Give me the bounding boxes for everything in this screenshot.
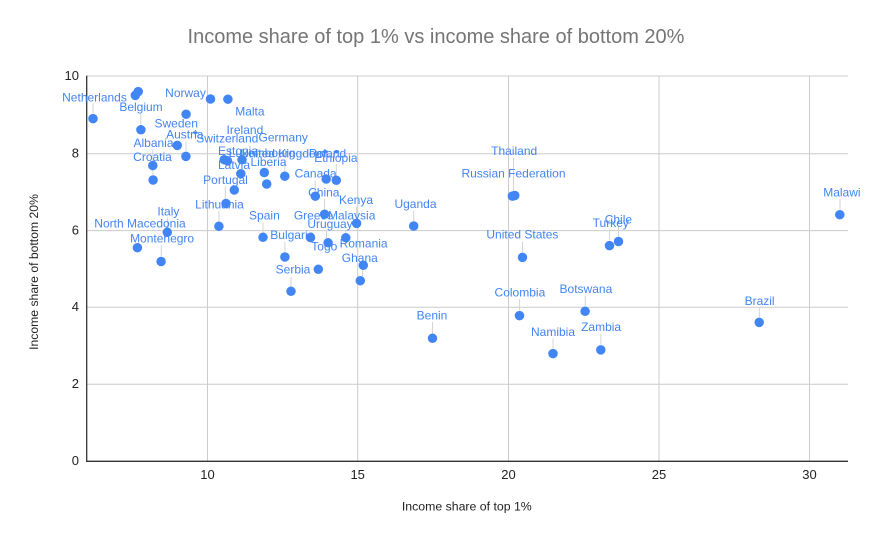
svg-text:6: 6 <box>72 223 79 238</box>
svg-text:Kenya: Kenya <box>339 193 373 207</box>
svg-text:Togo: Togo <box>311 240 337 254</box>
svg-text:Lithuania: Lithuania <box>195 197 244 211</box>
svg-text:Montenegro: Montenegro <box>130 231 194 245</box>
svg-text:Thailand: Thailand <box>491 144 537 158</box>
svg-text:Spain: Spain <box>249 209 280 223</box>
svg-text:Norway: Norway <box>165 86 206 100</box>
svg-text:25: 25 <box>652 467 666 482</box>
svg-text:Estonia: Estonia <box>218 144 258 158</box>
svg-text:30: 30 <box>802 467 816 482</box>
svg-text:4: 4 <box>72 299 79 314</box>
svg-text:Colombia: Colombia <box>495 286 546 300</box>
svg-text:North Macedonia: North Macedonia <box>94 217 186 231</box>
svg-text:Albania: Albania <box>133 136 173 150</box>
svg-text:Sweden: Sweden <box>155 116 198 130</box>
svg-text:Poland: Poland <box>309 147 346 161</box>
svg-text:Malta: Malta <box>235 104 265 118</box>
svg-text:Germany: Germany <box>259 131 308 145</box>
svg-text:Malawi: Malawi <box>823 185 860 199</box>
svg-text:Latvia: Latvia <box>218 158 250 172</box>
svg-text:Greece: Greece <box>294 209 334 223</box>
svg-text:Canada: Canada <box>295 167 337 181</box>
svg-text:15: 15 <box>350 467 364 482</box>
svg-text:Namibia: Namibia <box>531 325 575 339</box>
svg-text:Austria: Austria <box>166 128 204 142</box>
svg-text:Liberia: Liberia <box>250 155 286 169</box>
svg-text:10: 10 <box>200 467 214 482</box>
svg-text:10: 10 <box>65 68 79 83</box>
svg-text:Brazil: Brazil <box>745 294 775 308</box>
svg-text:Benin: Benin <box>417 308 448 322</box>
svg-text:Income share of top 1%: Income share of top 1% <box>402 500 532 514</box>
svg-text:United Kingdom: United Kingdom <box>240 146 325 160</box>
svg-text:Romania: Romania <box>340 237 388 251</box>
svg-text:Serbia: Serbia <box>276 262 311 276</box>
svg-text:20: 20 <box>501 467 515 482</box>
svg-text:Luxembourg: Luxembourg <box>229 146 296 160</box>
svg-text:Uganda: Uganda <box>394 197 436 211</box>
svg-text:Ireland: Ireland <box>227 123 264 137</box>
svg-text:Russian Federation: Russian Federation <box>461 166 565 180</box>
svg-text:Uruguay: Uruguay <box>307 217 352 231</box>
svg-text:Zambia: Zambia <box>581 320 621 334</box>
svg-text:United States: United States <box>486 228 558 242</box>
svg-text:Chile: Chile <box>605 212 633 226</box>
svg-text:0: 0 <box>72 453 79 468</box>
svg-text:Italy: Italy <box>157 205 179 219</box>
svg-text:Malaysia: Malaysia <box>328 209 376 223</box>
svg-text:Netherlands: Netherlands <box>62 91 127 105</box>
svg-text:Turkey: Turkey <box>593 216 629 230</box>
svg-text:Bulgaria: Bulgaria <box>270 228 314 242</box>
svg-text:8: 8 <box>72 146 79 161</box>
svg-text:Income share of top 1% vs inco: Income share of top 1% vs income share o… <box>188 26 685 48</box>
svg-text:Portugal: Portugal <box>203 173 248 187</box>
svg-text:Switzerland: Switzerland <box>196 132 258 146</box>
svg-text:Income share of bottom 20%: Income share of bottom 20% <box>27 194 41 350</box>
svg-text:Croatia: Croatia <box>133 150 172 164</box>
svg-text:Ethiopia: Ethiopia <box>314 151 358 165</box>
svg-text:Belgium: Belgium <box>119 100 162 114</box>
svg-text:Ghana: Ghana <box>342 251 378 265</box>
svg-text:Botswana: Botswana <box>560 282 613 296</box>
svg-text:2: 2 <box>72 376 79 391</box>
svg-text:China: China <box>308 186 340 200</box>
